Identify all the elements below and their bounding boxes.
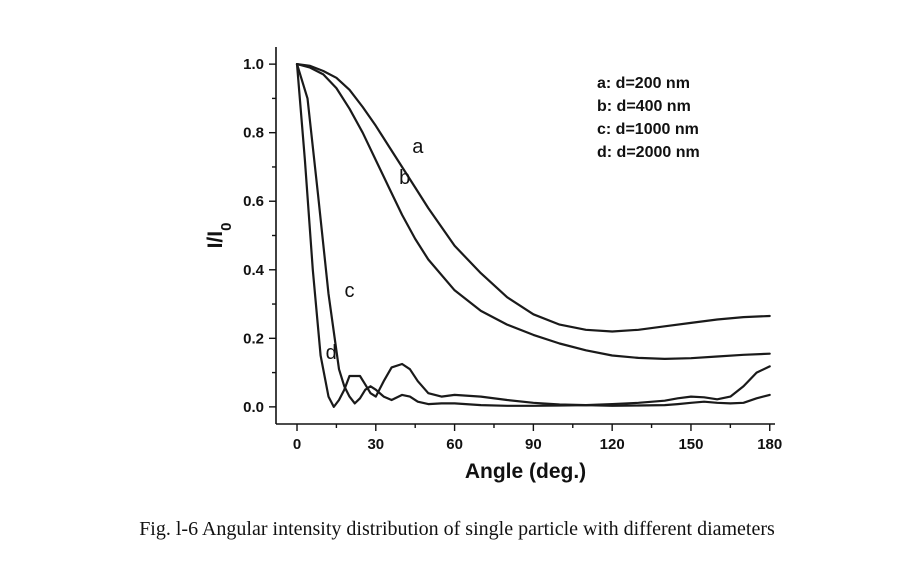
- curve-label-b: b: [399, 167, 410, 189]
- legend-entry: c: d=1000 nm: [597, 121, 699, 138]
- axes: 0 30 60 90 120 150 180 0.0 0.2 0.4 0.6 0.8 1.0: [243, 47, 782, 453]
- y-axis-title-main: I/I: [204, 231, 227, 249]
- x-tick-label: 150: [678, 436, 703, 453]
- x-tick-label: 60: [446, 436, 463, 453]
- series-line-b: [295, 62, 771, 360]
- series-line-d: [295, 62, 771, 408]
- x-axis-title: Angle (deg.): [465, 460, 586, 483]
- curve-label-a: a: [412, 136, 424, 158]
- curve-label-d: d: [326, 342, 337, 364]
- x-tick-label: 30: [367, 436, 384, 453]
- y-axis-title: I/I0: [204, 223, 235, 249]
- y-tick-label: 0.8: [243, 125, 264, 142]
- series-lines: [295, 62, 771, 408]
- x-tick-label: 90: [525, 436, 542, 453]
- y-tick-label: 0.0: [243, 399, 264, 416]
- x-tick-label: 120: [600, 436, 625, 453]
- y-tick-label: 1.0: [243, 56, 264, 73]
- y-tick-label: 0.6: [243, 193, 264, 210]
- curve-label-c: c: [345, 280, 355, 302]
- series-line-c: [295, 62, 771, 407]
- y-tick-label: 0.4: [243, 262, 265, 279]
- x-tick-label: 0: [293, 436, 301, 453]
- figure-caption: Fig. l-6 Angular intensity distribution …: [139, 518, 775, 540]
- legend-entry: d: d=2000 nm: [597, 144, 700, 161]
- legend: a: d=200 nm b: d=400 nm c: d=1000 nm d: d=2…: [597, 75, 700, 161]
- x-tick-label: 180: [757, 436, 782, 453]
- series-line-a: [295, 62, 771, 333]
- y-axis-title-subscript: 0: [218, 223, 235, 231]
- curve-labels: ab c d: [326, 136, 425, 364]
- legend-entry: b: d=400 nm: [597, 98, 691, 115]
- legend-entry: a: d=200 nm: [597, 75, 690, 92]
- y-tick-label: 0.2: [243, 330, 264, 347]
